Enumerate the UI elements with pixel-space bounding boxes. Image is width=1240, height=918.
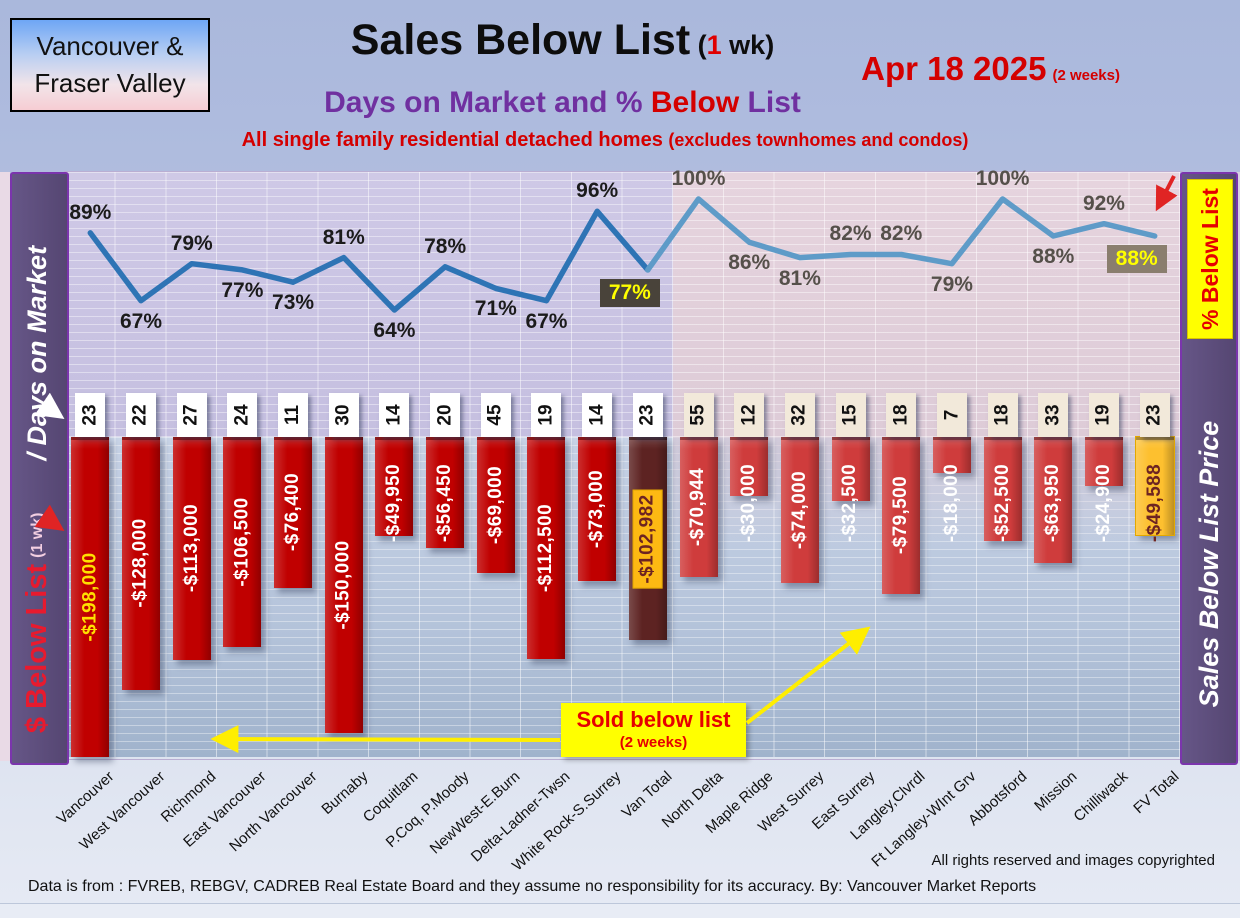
x-axis-label: Maple Ridge bbox=[702, 768, 777, 837]
right-axis-band: % Below List Sales Below List Price bbox=[1180, 172, 1238, 765]
title-paren: (1 wk) bbox=[690, 30, 775, 60]
x-axis-label: East Surrey bbox=[808, 768, 878, 834]
region-line1: Vancouver & bbox=[36, 31, 184, 61]
x-axis-label: Abbotsford bbox=[964, 768, 1030, 830]
left-axis-rotator: $ Below List (1 wk) / Days on Market bbox=[12, 174, 67, 763]
x-axis-label: Langley,Clvrdl bbox=[847, 768, 929, 844]
report-date: Apr 18 2025 (2 weeks) bbox=[861, 50, 1120, 88]
sold-below-list-callout: Sold below list (2 weeks) bbox=[561, 703, 746, 757]
x-axis-label: FV Total bbox=[1129, 768, 1183, 818]
dollar-below-list-label: $ Below List bbox=[21, 563, 53, 734]
date-text: Apr 18 2025 bbox=[861, 50, 1047, 87]
tagline: All single family residential detached h… bbox=[241, 129, 969, 151]
left-axis-label: $ Below List (1 wk) / Days on Market bbox=[12, 174, 63, 759]
bottom-strip bbox=[0, 903, 1240, 918]
x-axis-label: White Rock-S.Surrey bbox=[509, 768, 625, 875]
x-axis-label: Delta-Ladner-Twsn bbox=[468, 768, 574, 866]
sold-callout-line2: (2 weeks) bbox=[619, 734, 688, 751]
rights-note: All rights reserved and images copyright… bbox=[931, 852, 1215, 869]
date-note: (2 weeks) bbox=[1052, 67, 1120, 84]
x-axis-label: North Vancouver bbox=[226, 768, 321, 856]
x-axis-label: Richmond bbox=[157, 768, 220, 826]
x-axis-label: Ft Langley-WInt Grv bbox=[868, 768, 980, 871]
left-axis-band: $ Below List (1 wk) / Days on Market bbox=[10, 172, 69, 765]
x-axis-label: Mission bbox=[1031, 768, 1081, 815]
region-line2: Fraser Valley bbox=[34, 68, 186, 98]
x-axis-label: West Surrey bbox=[754, 768, 828, 836]
page-title: Sales Below List (1 wk) bbox=[0, 16, 1125, 65]
sold-callout-line1: Sold below list bbox=[576, 707, 731, 732]
region-box: Vancouver & Fraser Valley bbox=[10, 18, 210, 112]
pct-below-list-axis-box: % Below List bbox=[1187, 179, 1233, 339]
left-gutter bbox=[0, 172, 10, 761]
days-on-market-axis-label: / Days on Market bbox=[22, 245, 52, 461]
pct-below-list-axis-label: % Below List bbox=[1196, 188, 1223, 330]
source-note: Data is from : FVREB, REBGV, CADREB Real… bbox=[28, 878, 1037, 895]
x-axis-label: P.Coq, P.Moody bbox=[382, 768, 473, 852]
plot-frame bbox=[64, 171, 1183, 760]
x-axis-label: Van Total bbox=[618, 768, 676, 822]
sales-below-list-price-label: Sales Below List Price bbox=[1193, 420, 1224, 708]
x-axis-label: East Vancouver bbox=[180, 768, 270, 851]
dollar-below-list-note: (1 wk) bbox=[28, 512, 46, 558]
x-axis-label: North Delta bbox=[658, 768, 726, 832]
x-axis-label: Coquitlam bbox=[360, 768, 422, 826]
title-one: 1 bbox=[706, 30, 722, 60]
x-axis-label: Vancouver bbox=[53, 768, 118, 828]
x-axis-label: Burnaby bbox=[318, 768, 372, 819]
x-axis-label: Chilliwack bbox=[1070, 768, 1132, 826]
x-axis-label: West Vancouver bbox=[76, 768, 169, 854]
subtitle: Days on Market and % Below List bbox=[324, 86, 801, 119]
title-main: Sales Below List bbox=[350, 16, 691, 64]
x-axis-label: NewWest-E.Burn bbox=[426, 768, 524, 858]
